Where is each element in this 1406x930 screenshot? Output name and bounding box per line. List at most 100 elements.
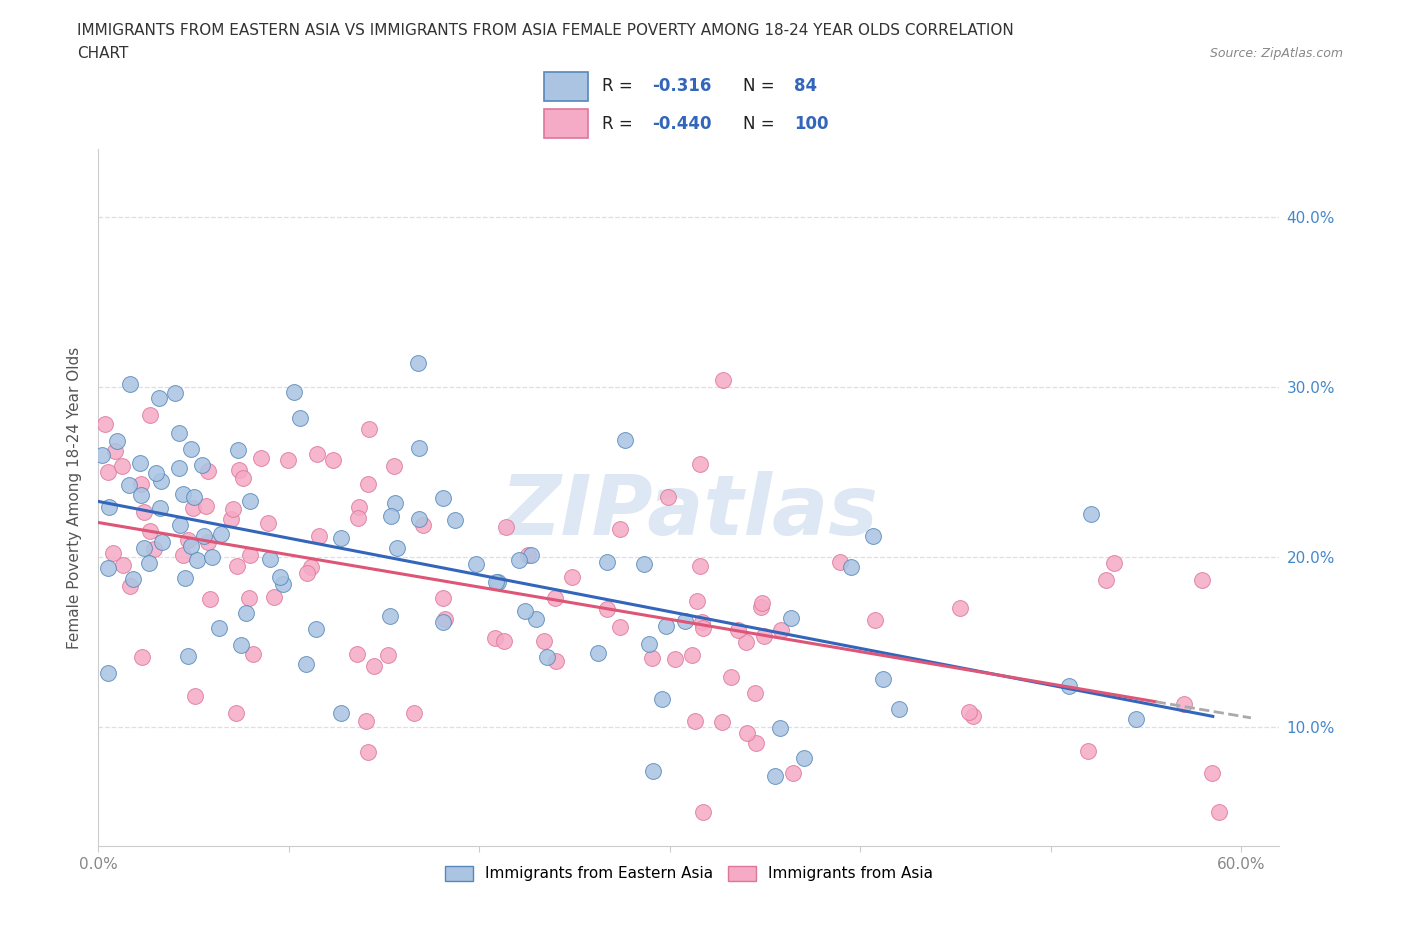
Point xyxy=(751,596,773,611)
Point xyxy=(239,548,262,563)
Point xyxy=(357,421,380,436)
Point xyxy=(111,458,134,473)
Point xyxy=(651,692,673,707)
Point xyxy=(98,499,121,514)
Text: -0.440: -0.440 xyxy=(652,114,711,133)
Point xyxy=(283,385,305,400)
Point xyxy=(384,496,406,511)
Point xyxy=(138,555,160,570)
Point xyxy=(131,650,153,665)
Point xyxy=(609,620,631,635)
Point xyxy=(225,706,247,721)
Point xyxy=(149,473,172,488)
Point xyxy=(107,433,129,448)
Point xyxy=(1104,555,1126,570)
Point xyxy=(515,604,537,618)
Point xyxy=(299,560,322,575)
Point xyxy=(408,512,430,526)
Point xyxy=(872,671,894,686)
Text: -0.316: -0.316 xyxy=(652,77,711,96)
Point xyxy=(209,526,232,541)
Point xyxy=(586,645,609,660)
Point xyxy=(1201,765,1223,780)
Text: Source: ZipAtlas.com: Source: ZipAtlas.com xyxy=(1209,46,1343,60)
Point xyxy=(139,524,162,538)
Point xyxy=(149,500,172,515)
Point xyxy=(380,509,402,524)
Point xyxy=(385,541,408,556)
Point xyxy=(347,499,370,514)
Point xyxy=(198,591,221,606)
Point xyxy=(520,548,543,563)
Point xyxy=(250,451,273,466)
Point xyxy=(643,764,665,779)
Text: ZIPatlas: ZIPatlas xyxy=(501,471,877,552)
Point xyxy=(596,555,619,570)
Point xyxy=(97,666,120,681)
Point xyxy=(887,701,910,716)
Text: N =: N = xyxy=(744,114,775,133)
Point xyxy=(720,670,742,684)
Point xyxy=(614,432,637,447)
Point xyxy=(408,441,430,456)
Point xyxy=(690,614,713,629)
Text: IMMIGRANTS FROM EASTERN ASIA VS IMMIGRANTS FROM ASIA FEMALE POVERTY AMONG 18-24 : IMMIGRANTS FROM EASTERN ASIA VS IMMIGRAN… xyxy=(77,23,1014,38)
Point xyxy=(167,460,190,475)
Point xyxy=(219,512,242,526)
Point xyxy=(294,657,316,671)
Point xyxy=(711,373,734,388)
Point xyxy=(516,547,538,562)
Point xyxy=(692,804,714,819)
Point xyxy=(225,559,247,574)
Point xyxy=(193,528,215,543)
Point xyxy=(754,629,776,644)
Point xyxy=(295,565,318,580)
Point xyxy=(122,572,145,587)
Point xyxy=(735,726,758,741)
Legend: Immigrants from Eastern Asia, Immigrants from Asia: Immigrants from Eastern Asia, Immigrants… xyxy=(439,859,939,887)
Point xyxy=(231,638,253,653)
Point xyxy=(689,457,711,472)
Point xyxy=(862,528,884,543)
Text: 100: 100 xyxy=(794,114,828,133)
Point xyxy=(402,706,425,721)
Point xyxy=(101,546,124,561)
Point xyxy=(485,574,508,589)
Text: N =: N = xyxy=(744,77,775,96)
Point xyxy=(357,476,380,491)
Point xyxy=(329,706,352,721)
Point xyxy=(172,486,194,501)
FancyBboxPatch shape xyxy=(544,110,588,138)
Point xyxy=(432,490,454,505)
Point xyxy=(763,768,786,783)
Point xyxy=(228,462,250,477)
Point xyxy=(363,658,385,673)
Point xyxy=(949,601,972,616)
Y-axis label: Female Poverty Among 18-24 Year Olds: Female Poverty Among 18-24 Year Olds xyxy=(67,347,83,649)
Point xyxy=(129,477,152,492)
Point xyxy=(145,466,167,481)
Point xyxy=(186,552,208,567)
Point xyxy=(432,614,454,629)
Point xyxy=(242,646,264,661)
Point xyxy=(744,685,766,700)
Point xyxy=(118,477,141,492)
Point xyxy=(346,647,368,662)
Point xyxy=(277,453,299,468)
Point xyxy=(830,554,852,569)
Point xyxy=(257,515,280,530)
Point xyxy=(1077,743,1099,758)
Point xyxy=(208,621,231,636)
Point xyxy=(1191,572,1213,587)
Point xyxy=(120,377,142,392)
Point xyxy=(180,538,202,553)
Point xyxy=(177,532,200,547)
Point xyxy=(1095,573,1118,588)
Point xyxy=(640,650,662,665)
Point xyxy=(735,634,758,649)
FancyBboxPatch shape xyxy=(544,73,588,100)
Point xyxy=(769,721,792,736)
Point xyxy=(464,557,486,572)
Point xyxy=(486,575,509,590)
Point xyxy=(544,591,567,605)
